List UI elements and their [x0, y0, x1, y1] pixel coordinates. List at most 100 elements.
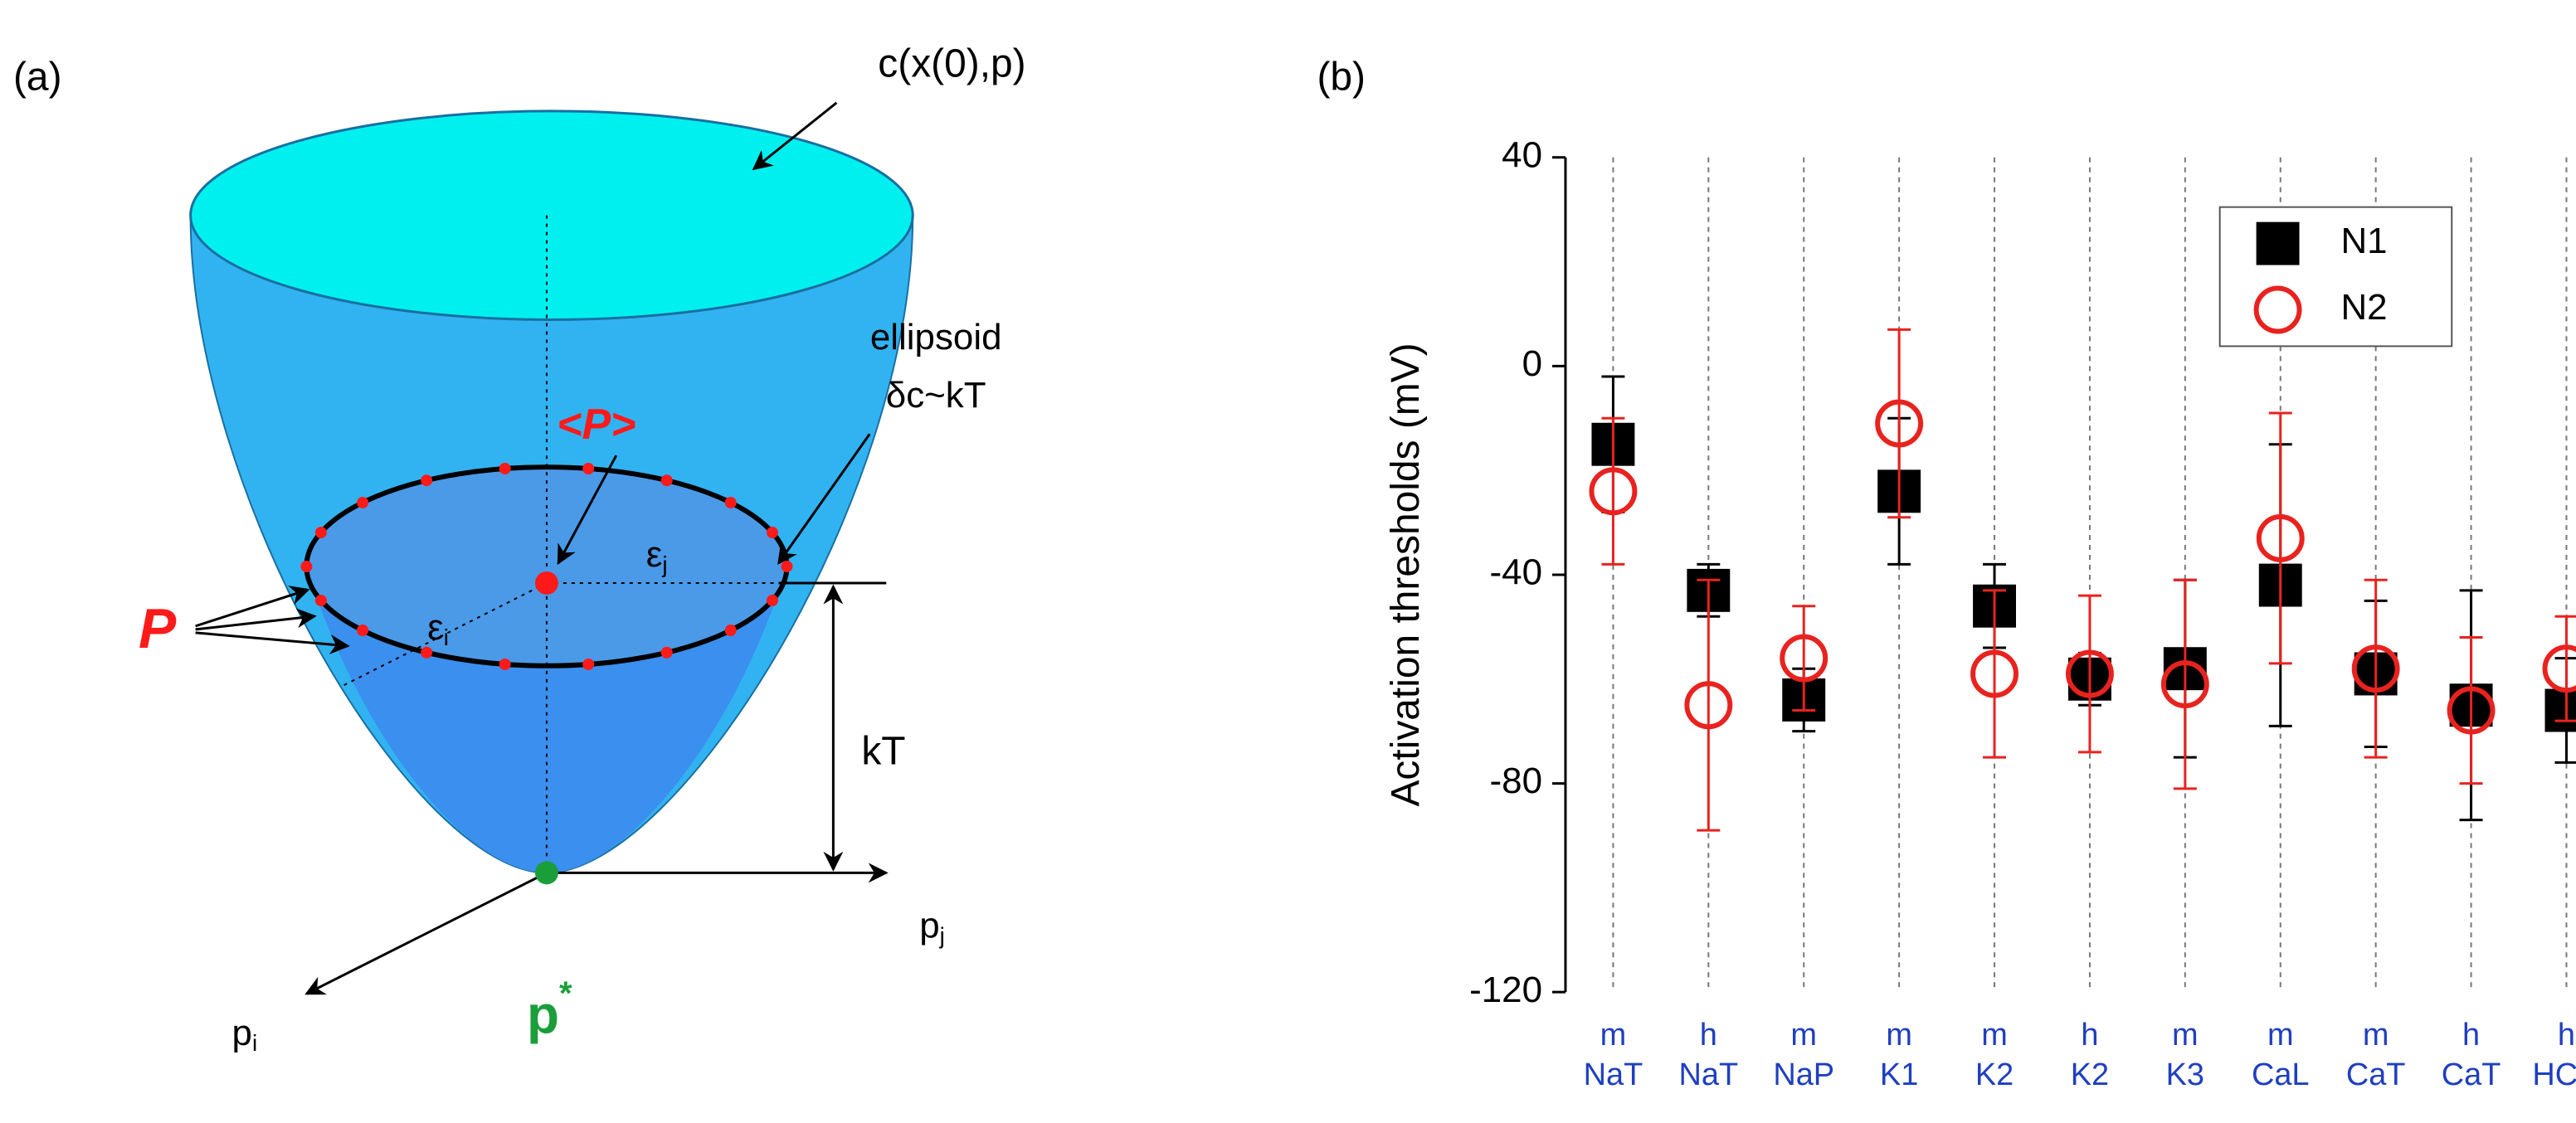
sample-point	[660, 646, 673, 659]
legend-box	[2218, 206, 2453, 348]
legend-label: N1	[2340, 221, 2387, 261]
minimum-label: p*	[527, 975, 572, 1044]
paraboloid-lower	[306, 566, 787, 873]
point	[1970, 649, 2018, 698]
panel-b: (b) Activation thresholds (mV) -120 -80 -4…	[1317, 56, 2576, 1092]
axis-i-label: pi	[232, 1013, 258, 1057]
epsilon-j: εj	[646, 534, 668, 578]
superscript: *	[559, 975, 572, 1012]
surface-label: c(x(0),p)	[878, 42, 1025, 86]
sample-point	[421, 474, 433, 487]
dotted-radius	[338, 582, 548, 688]
x-tick-label: m	[1886, 1018, 1912, 1053]
point	[2542, 644, 2576, 693]
x-tick-label: m	[2172, 1018, 2199, 1053]
y-tick-label: 0	[1522, 343, 1542, 384]
x-tick-label: m	[1600, 1018, 1627, 1053]
x-tick-label: h	[1700, 1018, 1717, 1053]
y-tick-label: -40	[1490, 552, 1542, 593]
x-tick-label: CaT	[2442, 1057, 2501, 1092]
point	[1589, 467, 1638, 516]
subscript: i	[252, 1030, 257, 1056]
y-tick-label: 40	[1502, 134, 1542, 175]
sample-point	[300, 561, 313, 572]
point	[1780, 634, 1829, 683]
ellipsoid-condition: δc~kT	[886, 375, 986, 416]
x-tick-label: HCN	[2532, 1057, 2576, 1092]
sample-point	[357, 625, 369, 636]
subscript: j	[939, 923, 945, 949]
panel-a: (a) c(x(0),p) <P> ellipsoid δc~kT P εi ε…	[13, 42, 1026, 1057]
symbol: ε	[646, 534, 663, 575]
arrow	[752, 101, 838, 171]
ellipsoid-label: ellipsoid	[870, 317, 1002, 357]
x-tick-label: m	[2363, 1018, 2389, 1053]
sample-point	[767, 594, 779, 606]
points-label: P	[139, 598, 177, 660]
symbol: p	[527, 984, 559, 1044]
point	[1684, 681, 1733, 730]
x-tick-label: K3	[2166, 1057, 2204, 1092]
x-tick-label: K2	[2071, 1057, 2109, 1092]
symbol: p	[919, 905, 939, 946]
x-tick-label: h	[2558, 1018, 2575, 1053]
y-axis-title: Activation thresholds (mV)	[1384, 343, 1428, 806]
subscript: i	[444, 625, 449, 650]
panel-label: (b)	[1317, 56, 1366, 100]
sample-point	[724, 625, 737, 636]
axis-j-label: pj	[919, 905, 945, 949]
x-tick-label: NaP	[1773, 1057, 1834, 1092]
energy-label: kT	[861, 729, 905, 773]
sample-point	[767, 527, 779, 539]
sample-point	[421, 646, 433, 659]
sample-point	[314, 594, 327, 606]
mean-point	[534, 571, 558, 595]
x-tick-label: m	[1981, 1018, 2008, 1053]
sample-point	[499, 658, 511, 670]
point	[1875, 399, 1924, 448]
arrow	[195, 608, 317, 631]
legend-marker	[2256, 221, 2300, 265]
arrow	[195, 631, 350, 654]
sample-point	[314, 527, 327, 539]
x-tick-label: h	[2462, 1018, 2480, 1053]
sample-point	[781, 561, 793, 572]
x-tick-label: K2	[1975, 1057, 2014, 1092]
x-tick-label: h	[2081, 1018, 2098, 1053]
top-ellipse	[189, 109, 914, 321]
axis-i	[304, 872, 548, 995]
x-tick-label: K1	[1880, 1057, 1918, 1092]
sample-point	[724, 496, 737, 508]
y-tick-label: -80	[1490, 761, 1542, 801]
point	[2351, 644, 2400, 693]
sample-point	[660, 474, 673, 487]
panel-label: (a)	[13, 56, 62, 100]
sample-point	[357, 496, 369, 508]
sample-points	[300, 463, 793, 670]
point	[2544, 688, 2576, 732]
x-tick-label: NaT	[1584, 1057, 1643, 1092]
epsilon-i: εi	[427, 606, 449, 650]
symbol: p	[232, 1013, 252, 1053]
x-tick-label: CaT	[2346, 1057, 2406, 1092]
legend-marker	[2253, 285, 2302, 334]
x-tick-label: CaL	[2252, 1057, 2310, 1092]
point	[2447, 686, 2496, 735]
x-tick-label: m	[2267, 1018, 2294, 1053]
x-tick-label: m	[1790, 1018, 1817, 1053]
point	[2065, 649, 2114, 698]
arrow	[195, 586, 310, 628]
sample-point	[582, 463, 595, 474]
arrow	[557, 455, 618, 566]
point	[2256, 513, 2305, 562]
legend-label: N2	[2340, 287, 2387, 328]
arrow	[777, 433, 871, 565]
point	[2160, 660, 2209, 709]
symbol: ε	[427, 606, 444, 647]
mean-label: <P>	[557, 401, 635, 449]
subscript: j	[661, 552, 667, 577]
x-tick-label: NaT	[1679, 1057, 1739, 1092]
sample-point	[499, 463, 511, 474]
